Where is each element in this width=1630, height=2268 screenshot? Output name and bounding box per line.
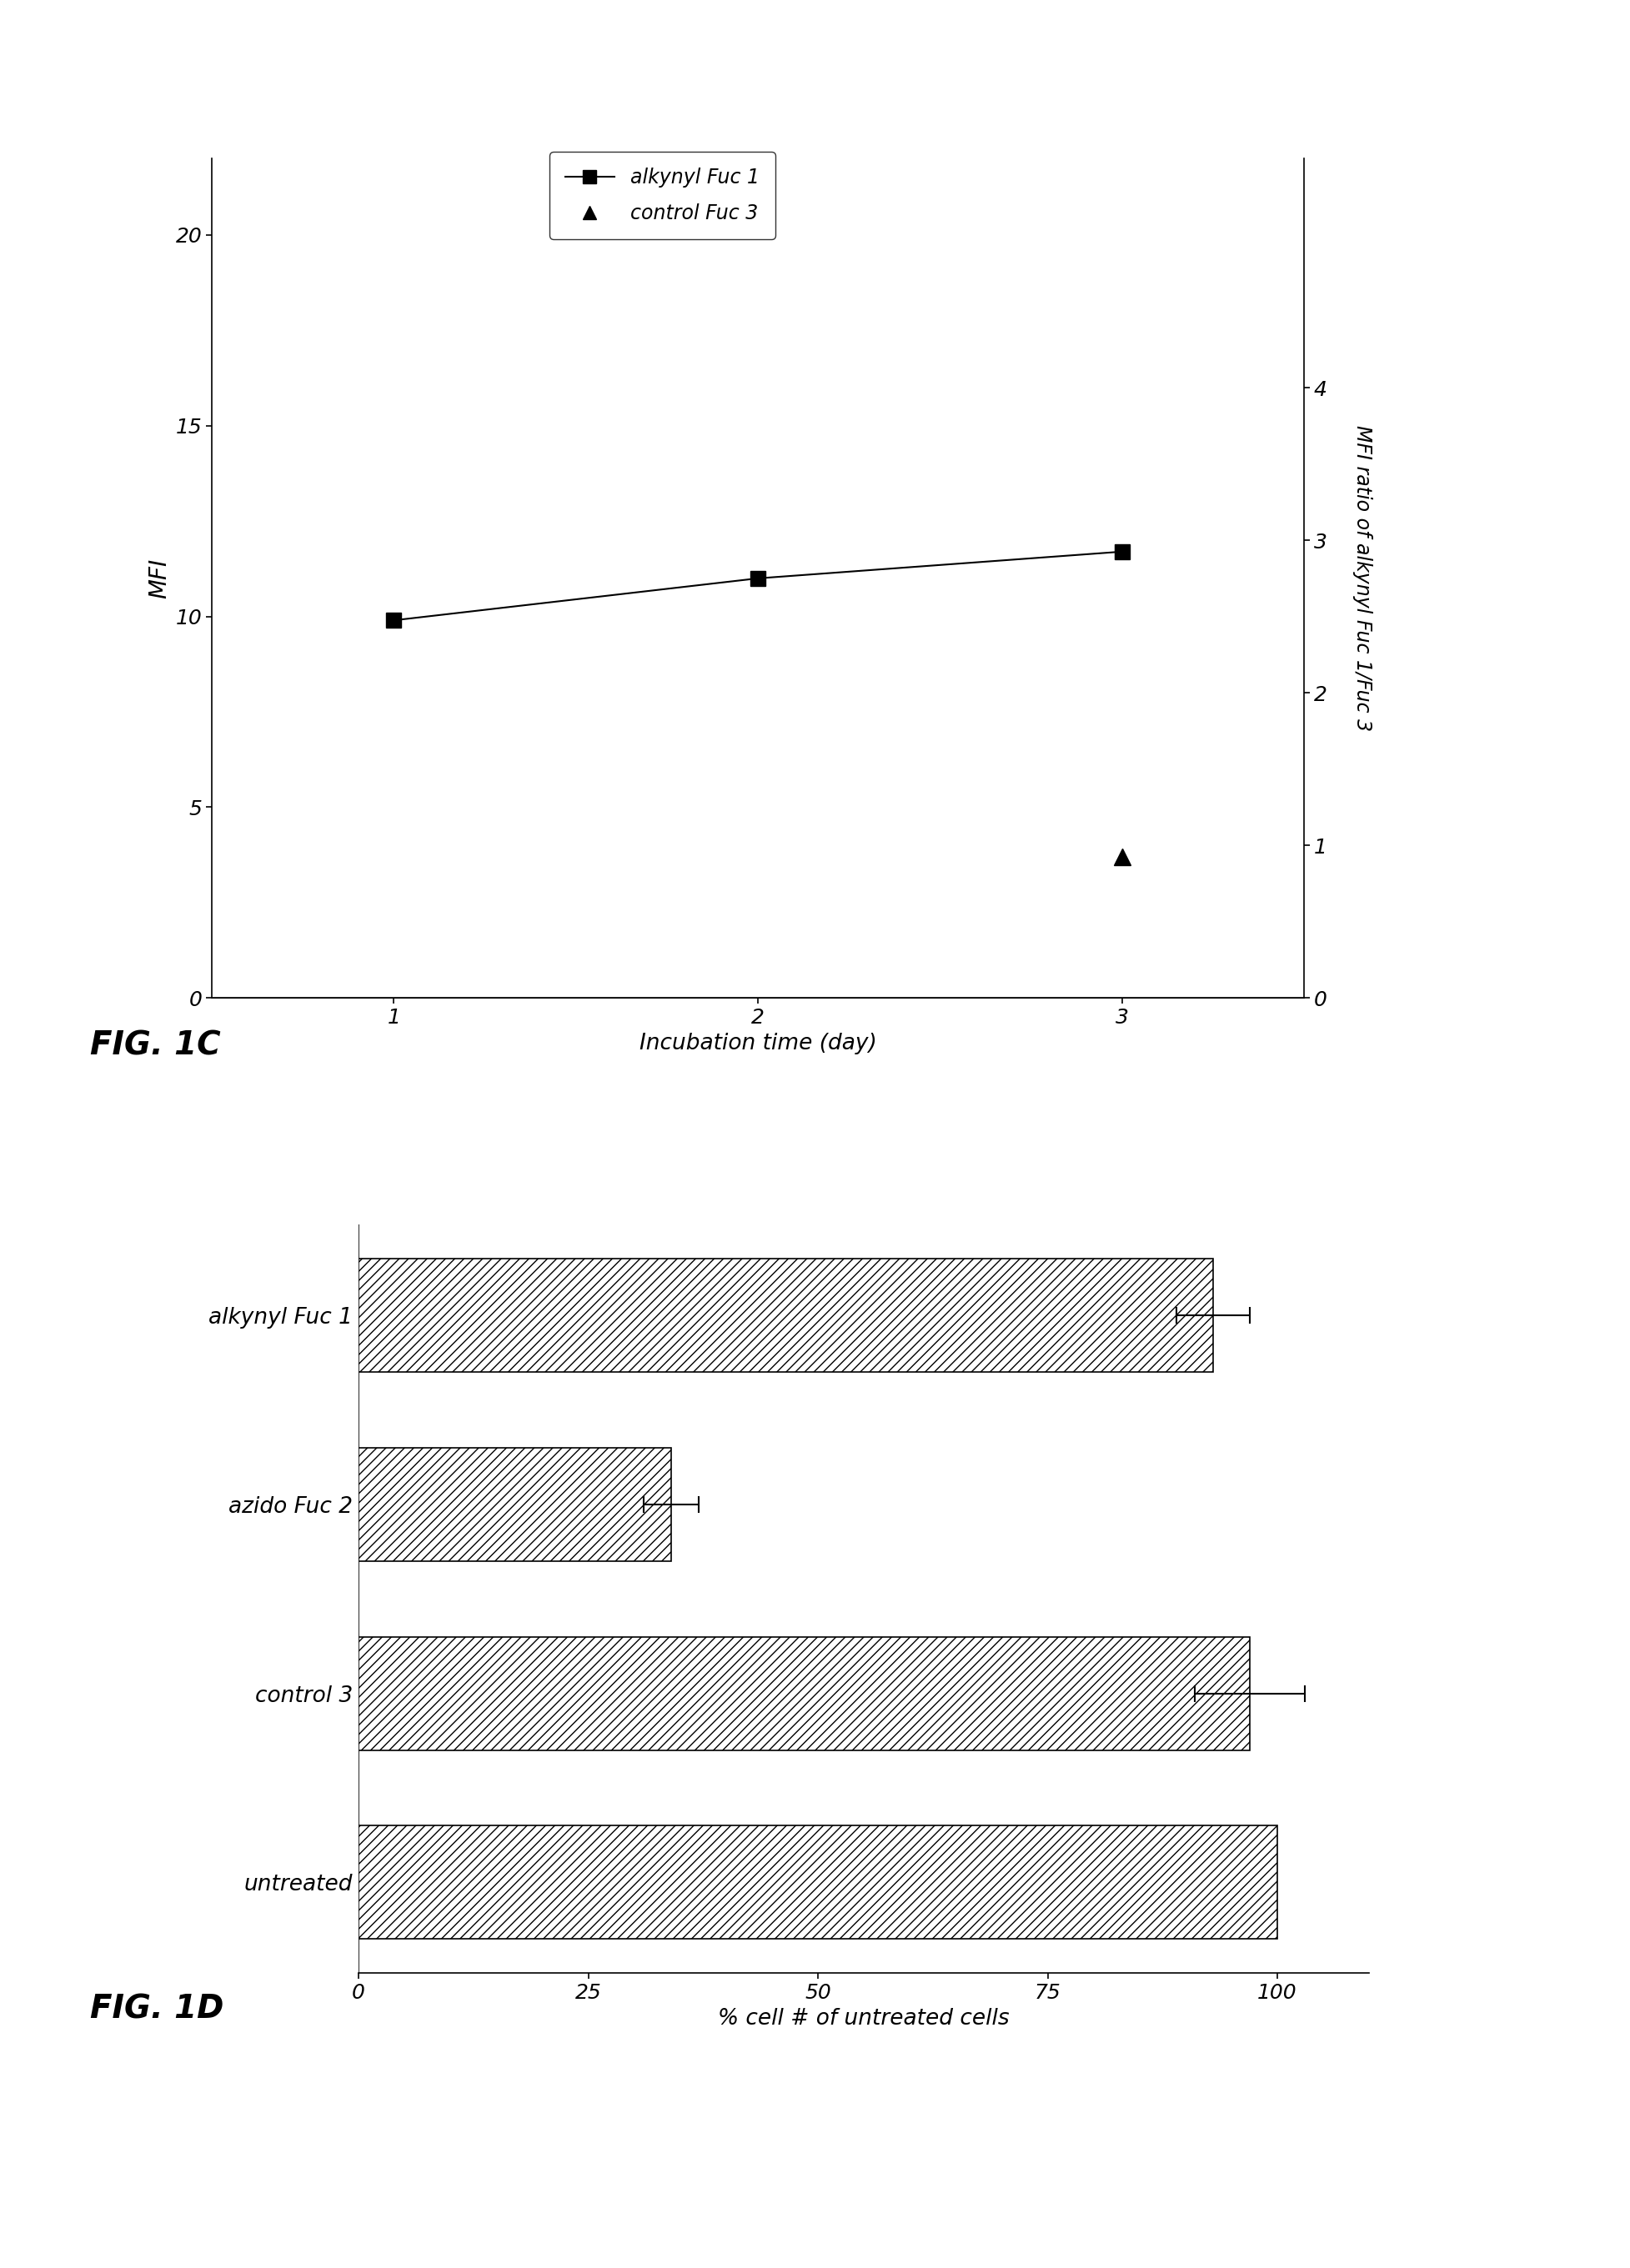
Text: FIG. 1D: FIG. 1D [90, 1994, 223, 2025]
X-axis label: Incubation time (day): Incubation time (day) [639, 1032, 877, 1055]
Y-axis label: MFI: MFI [148, 558, 171, 599]
Bar [359, 1447, 672, 1560]
Bar [359, 1826, 1278, 1939]
Legend: alkynyl Fuc 1, control Fuc 3: alkynyl Fuc 1, control Fuc 3 [549, 152, 776, 238]
Bar [359, 1637, 1250, 1751]
Y-axis label: MFI ratio of alkynyl Fuc 1/Fuc 3: MFI ratio of alkynyl Fuc 1/Fuc 3 [1353, 426, 1372, 730]
X-axis label: % cell # of untreated cells: % cell # of untreated cells [719, 2007, 1009, 2030]
Bar [359, 1259, 1213, 1372]
Text: FIG. 1C: FIG. 1C [90, 1030, 220, 1061]
